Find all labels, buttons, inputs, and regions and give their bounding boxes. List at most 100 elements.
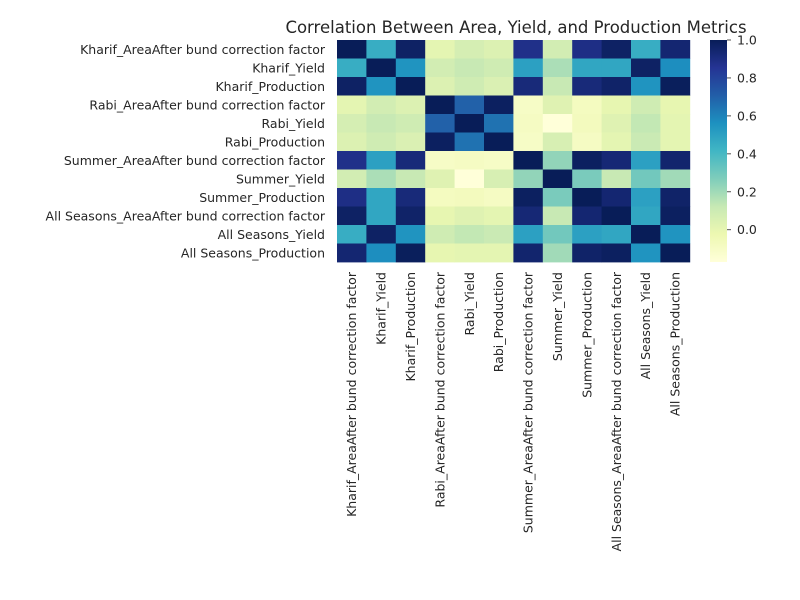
heatmap-cell [513, 225, 544, 244]
heatmap-cell [513, 40, 544, 59]
heatmap-cell [572, 151, 602, 170]
x-tick-label: Summer_Production [579, 272, 594, 398]
heatmap-cell [425, 40, 455, 59]
colorbar-tick-label: 1.0 [737, 33, 757, 48]
heatmap-cell [366, 225, 397, 244]
heatmap-cell [395, 58, 426, 78]
y-tick-label: Summer_Production [199, 190, 325, 205]
heatmap-cell [660, 206, 691, 226]
heatmap-cell [631, 58, 661, 78]
heatmap-cell [660, 225, 691, 244]
heatmap-cell [601, 188, 632, 207]
x-tick-label: Rabi_Yield [462, 272, 477, 336]
heatmap-cell [395, 243, 426, 263]
heatmap-cell [395, 114, 426, 133]
heatmap-cell [542, 151, 573, 170]
heatmap-cell [513, 169, 544, 189]
y-tick-label: Kharif_Production [215, 79, 325, 94]
heatmap-cell [425, 243, 455, 263]
heatmap-cell [631, 188, 661, 207]
y-tick-label: All Seasons_Production [181, 245, 325, 260]
heatmap-cell [395, 40, 426, 59]
heatmap-cell [366, 243, 397, 263]
heatmap-cell [454, 40, 485, 59]
heatmap-cell [395, 151, 426, 170]
heatmap-cell [395, 206, 426, 226]
heatmap-cell [337, 188, 367, 207]
y-tick-label: Rabi_AreaAfter bund correction factor [89, 97, 325, 112]
x-tick-labels: Kharif_AreaAfter bund correction factor K… [344, 271, 682, 551]
heatmap-cell [366, 206, 397, 226]
heatmap-cell [601, 132, 632, 152]
heatmap-cell [454, 206, 485, 226]
heatmap-cell [572, 77, 602, 96]
heatmap-cell [660, 169, 691, 189]
heatmap-cell [601, 206, 632, 226]
heatmap-cell [484, 58, 514, 78]
heatmap-cell [601, 225, 632, 244]
heatmap-cell [454, 169, 485, 189]
heatmap-cell [631, 95, 661, 115]
heatmap-cell [395, 188, 426, 207]
heatmap-cell [572, 206, 602, 226]
heatmap-cell [572, 95, 602, 115]
heatmap-cell [425, 169, 455, 189]
heatmap-cell [631, 151, 661, 170]
heatmap-cell [395, 225, 426, 244]
x-tick-label: All Seasons_Yield [638, 272, 653, 379]
heatmap-cell [425, 114, 455, 133]
heatmap-cell [337, 58, 367, 78]
colorbar-tick-label: 0.2 [737, 184, 757, 199]
colorbar-tick-label: 0.4 [737, 146, 757, 161]
heatmap-cell [337, 40, 367, 59]
heatmap-cell [572, 58, 602, 78]
heatmap-cell [542, 95, 573, 115]
heatmap-cell [601, 169, 632, 189]
heatmap-cell [542, 225, 573, 244]
heatmap-cell [513, 58, 544, 78]
heatmap-cell [395, 77, 426, 96]
heatmap-cell [366, 40, 397, 59]
chart-title: Correlation Between Area, Yield, and Pro… [285, 18, 746, 37]
heatmap-cell [454, 95, 485, 115]
heatmap-cell [484, 151, 514, 170]
heatmap-cell [366, 132, 397, 152]
colorbar-tick-label: 0.0 [737, 222, 757, 237]
heatmap-cell [484, 114, 514, 133]
heatmap-cell [631, 77, 661, 96]
x-tick-label: Kharif_Production [403, 272, 418, 382]
heatmap-cell [601, 58, 632, 78]
heatmap-cell [366, 114, 397, 133]
heatmap-cell [395, 95, 426, 115]
x-tick-label: Summer_AreaAfter bund correction factor [521, 271, 536, 533]
heatmap-cell [337, 225, 367, 244]
heatmap-cell [631, 114, 661, 133]
heatmap-cell [366, 169, 397, 189]
heatmap-cell [366, 151, 397, 170]
y-tick-label: Summer_Yield [236, 171, 325, 186]
heatmap-cell [513, 188, 544, 207]
heatmap-cell [660, 243, 691, 263]
heatmap-cell [484, 188, 514, 207]
heatmap-cell [513, 77, 544, 96]
heatmap-cell [660, 40, 691, 59]
heatmap-cell [542, 169, 573, 189]
heatmap-cell [395, 169, 426, 189]
heatmap-cell [631, 40, 661, 59]
heatmap-cell [631, 169, 661, 189]
heatmap-cell [572, 114, 602, 133]
heatmap-cell [395, 132, 426, 152]
heatmap-cell [631, 225, 661, 244]
heatmap-cell [601, 77, 632, 96]
heatmap-cell [513, 151, 544, 170]
heatmap-cell [513, 95, 544, 115]
heatmap-cell [337, 243, 367, 263]
heatmap-cell [601, 114, 632, 133]
x-tick-label: All Seasons_Production [668, 272, 683, 416]
x-tick-label: All Seasons_AreaAfter bund correction fa… [609, 271, 624, 551]
heatmap-cell [454, 225, 485, 244]
heatmap-cell [337, 151, 367, 170]
heatmap-cell [337, 206, 367, 226]
heatmap-cell [631, 206, 661, 226]
